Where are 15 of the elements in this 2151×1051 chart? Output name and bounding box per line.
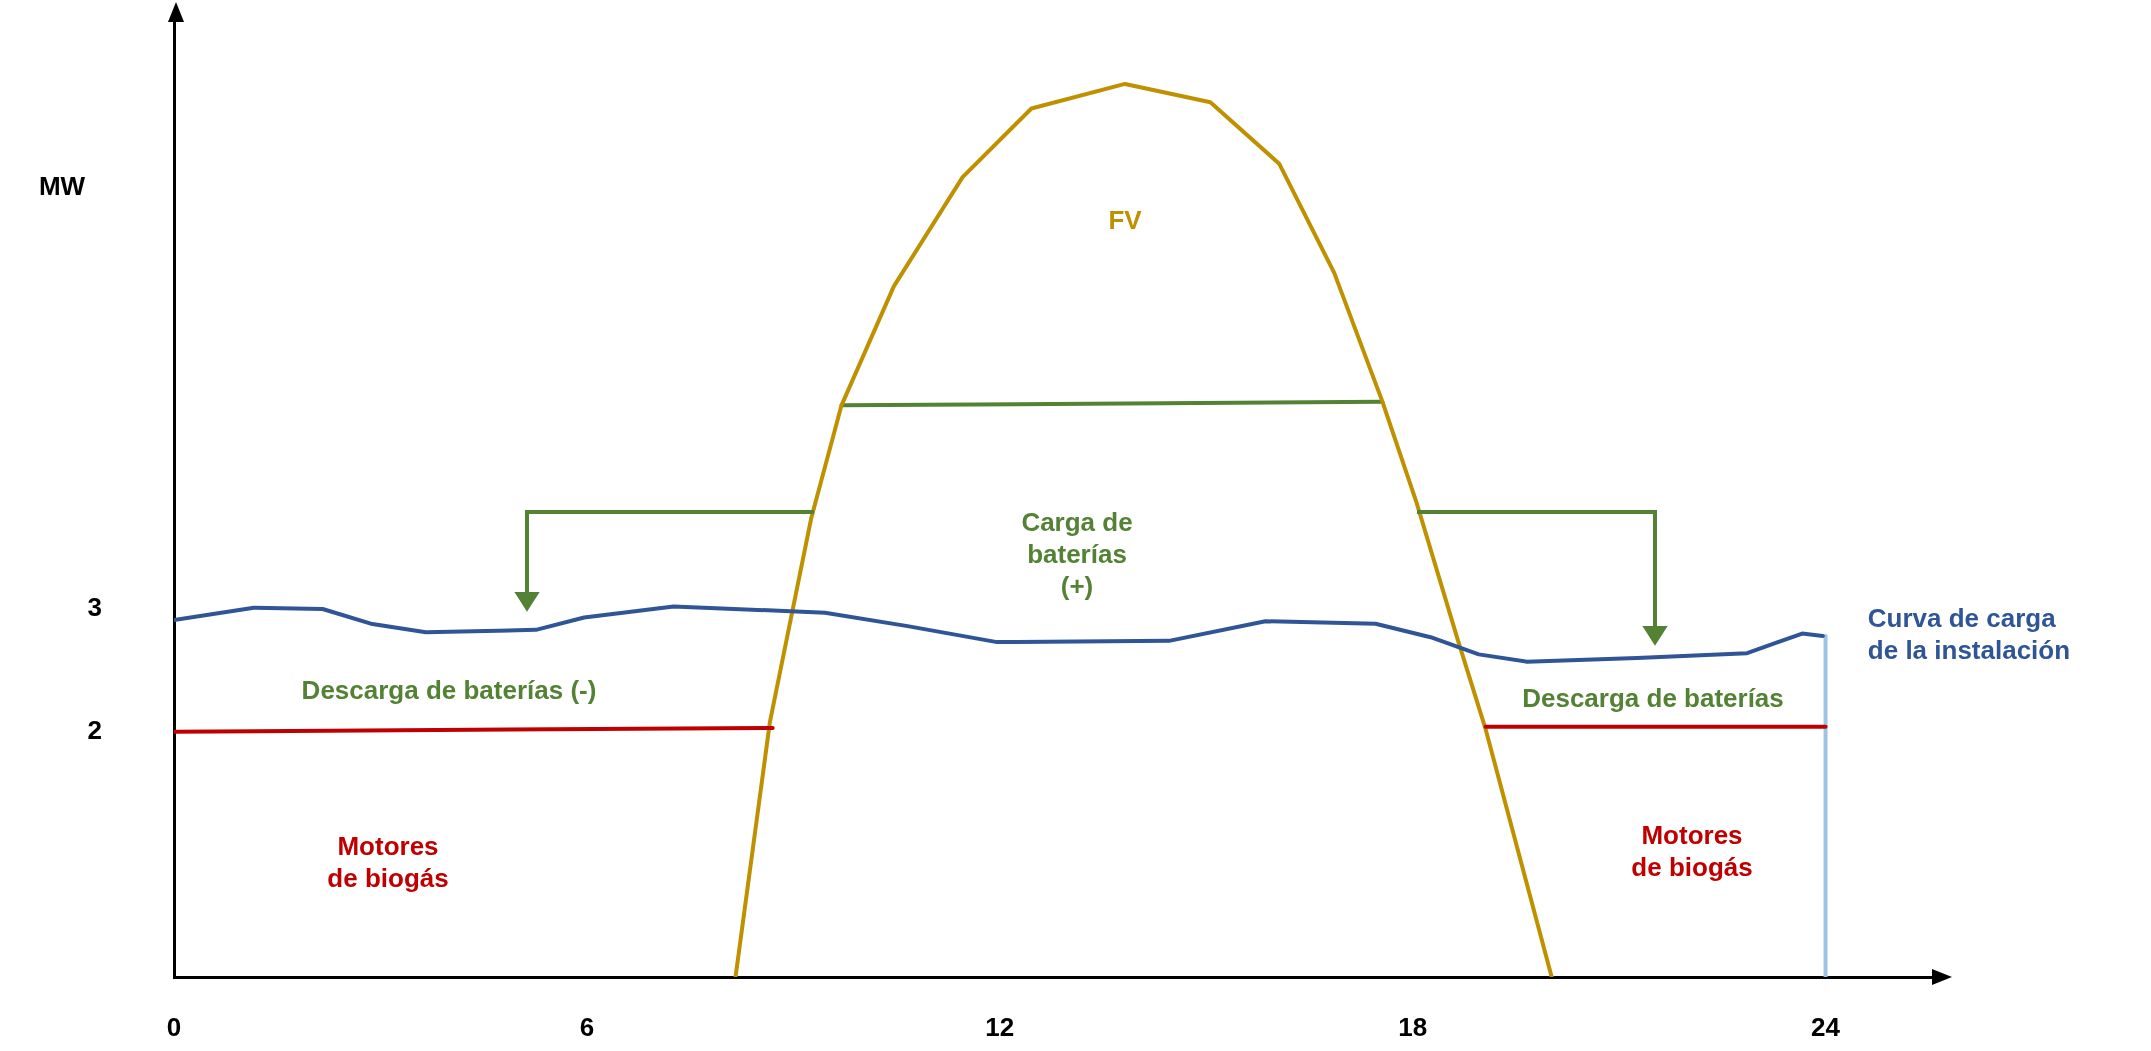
annotation: Descarga de baterías (-) bbox=[301, 675, 597, 706]
annotation: FV bbox=[1108, 205, 1143, 236]
y-axis-title: MW bbox=[38, 171, 86, 202]
annotation: Motores de biogás bbox=[1631, 820, 1753, 883]
y-tick-label: 3 bbox=[87, 592, 102, 623]
series-label: Curva de carga de la instalación bbox=[1867, 603, 2071, 666]
x-tick-label: 0 bbox=[166, 1011, 182, 1042]
annotation: Motores de biogás bbox=[327, 831, 449, 894]
x-tick-label: 24 bbox=[1811, 1011, 1841, 1042]
x-tick-label: 18 bbox=[1398, 1011, 1428, 1042]
annotation: Carga de baterías (+) bbox=[1021, 507, 1133, 602]
x-tick-label: 6 bbox=[579, 1011, 595, 1042]
annotation: Descarga de baterías bbox=[1522, 683, 1784, 714]
x-tick-label: 12 bbox=[985, 1011, 1015, 1042]
y-tick-label: 2 bbox=[87, 714, 102, 745]
